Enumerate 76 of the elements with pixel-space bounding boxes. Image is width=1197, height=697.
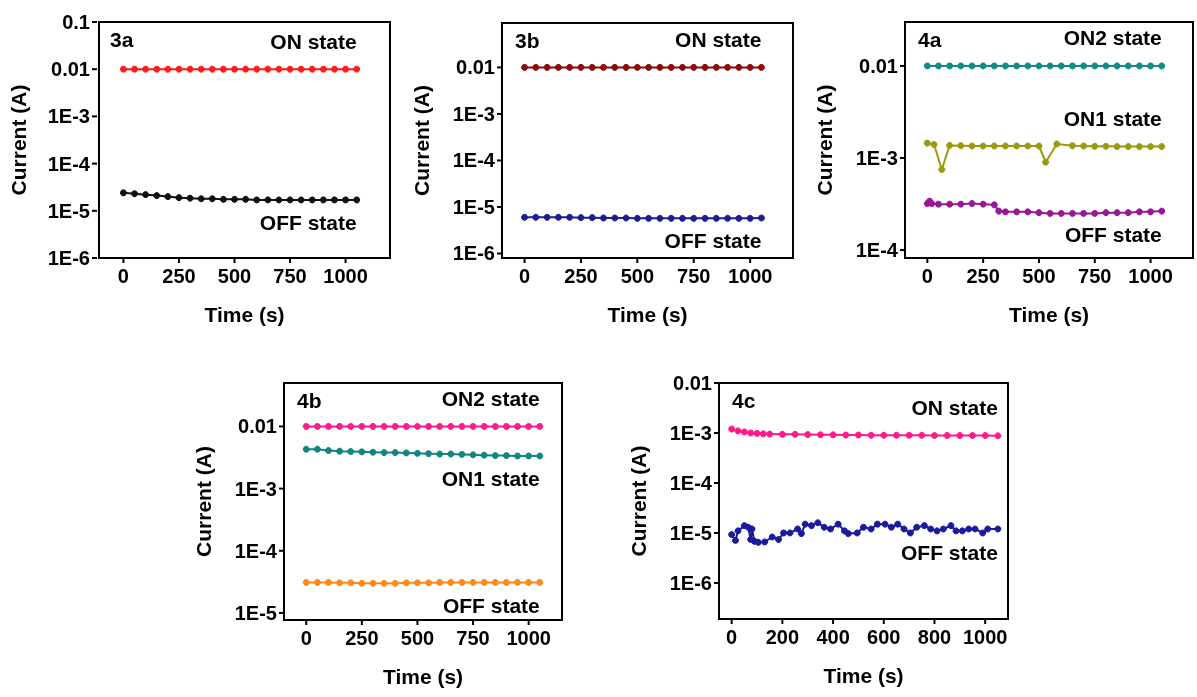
y-tick-label: 1E-3 bbox=[855, 147, 898, 169]
y-axis-title: Current (A) bbox=[410, 85, 433, 196]
y-tick-label: 1E-3 bbox=[669, 421, 712, 444]
x-tick-label: 200 bbox=[765, 626, 800, 648]
y-tick-label: 1E-5 bbox=[669, 521, 712, 544]
series-label: ON state bbox=[675, 27, 762, 51]
x-tick-label: 800 bbox=[917, 626, 952, 648]
y-tick-label: 1E-4 bbox=[47, 152, 91, 175]
series-label: ON state bbox=[911, 396, 998, 420]
y-tick-label: 1E-6 bbox=[47, 247, 90, 269]
series-label: ON state bbox=[270, 29, 357, 53]
chart-title: 3b bbox=[515, 29, 540, 52]
x-tick-label: 0 bbox=[300, 627, 312, 649]
x-axis-title: Time (s) bbox=[1008, 303, 1090, 326]
y-axis-title: Current (A) bbox=[813, 84, 836, 196]
y-tick-label: 1E-4 bbox=[669, 471, 713, 494]
x-tick-label: 0 bbox=[726, 626, 738, 648]
x-tick-label: 0 bbox=[519, 265, 531, 287]
series-label: ON1 state bbox=[441, 467, 540, 491]
x-tick-label: 250 bbox=[564, 265, 598, 287]
x-tick-label: 1000 bbox=[962, 626, 1008, 648]
series-label: OFF state bbox=[901, 540, 998, 564]
series-label: OFF state bbox=[664, 229, 762, 253]
series-label: OFF state bbox=[259, 211, 357, 235]
y-tick-label: 0.01 bbox=[673, 372, 712, 394]
x-axis-title: Time (s) bbox=[382, 665, 464, 688]
x-tick-label: 500 bbox=[400, 627, 435, 649]
y-tick-label: 1E-5 bbox=[47, 199, 90, 222]
chart-title: 3a bbox=[110, 28, 134, 51]
chart-title: 4a bbox=[918, 28, 942, 51]
y-tick-label: 0.1 bbox=[62, 11, 90, 33]
y-tick-label: 1E-3 bbox=[234, 477, 277, 500]
y-tick-label: 0.01 bbox=[51, 58, 90, 81]
x-tick-label: 1000 bbox=[727, 265, 773, 287]
x-tick-label: 600 bbox=[867, 626, 901, 648]
y-tick-label: 1E-5 bbox=[234, 601, 277, 624]
y-axis-title: Current (A) bbox=[7, 84, 30, 196]
x-tick-label: 750 bbox=[273, 265, 307, 287]
y-tick-label: 1E-5 bbox=[452, 195, 495, 218]
series-label: OFF state bbox=[1064, 222, 1162, 246]
x-tick-label: 0 bbox=[117, 265, 129, 287]
x-axis-title: Time (s) bbox=[607, 303, 688, 326]
y-axis-title: Current (A) bbox=[627, 445, 650, 557]
x-tick-label: 1000 bbox=[1128, 265, 1173, 287]
x-tick-label: 750 bbox=[677, 265, 711, 287]
y-tick-label: 1E-4 bbox=[234, 539, 278, 562]
y-tick-label: 1E-4 bbox=[855, 239, 899, 262]
chart-title: 4c bbox=[732, 389, 756, 412]
y-tick-label: 0.01 bbox=[456, 56, 495, 79]
y-tick-label: 0.01 bbox=[859, 54, 898, 77]
x-tick-label: 250 bbox=[345, 627, 379, 649]
x-tick-label: 500 bbox=[217, 265, 252, 287]
x-axis-title: Time (s) bbox=[823, 664, 904, 687]
x-tick-label: 250 bbox=[162, 265, 196, 287]
x-tick-label: 750 bbox=[456, 627, 490, 649]
series-label: ON2 state bbox=[1063, 26, 1162, 50]
series-label: ON1 state bbox=[1063, 107, 1162, 131]
x-tick-label: 1000 bbox=[506, 627, 551, 649]
series-label: OFF state bbox=[442, 593, 540, 617]
x-tick-label: 400 bbox=[816, 626, 850, 648]
y-tick-label: 1E-6 bbox=[669, 571, 712, 594]
x-axis-title: Time (s) bbox=[204, 303, 285, 326]
x-tick-label: 500 bbox=[1022, 265, 1056, 287]
y-tick-label: 0.01 bbox=[238, 415, 277, 438]
y-tick-label: 1E-6 bbox=[452, 242, 495, 265]
x-tick-label: 1000 bbox=[323, 265, 368, 287]
x-tick-label: 0 bbox=[921, 265, 933, 287]
y-tick-label: 1E-3 bbox=[452, 102, 495, 125]
x-tick-label: 500 bbox=[620, 265, 655, 287]
y-tick-label: 1E-4 bbox=[452, 149, 496, 172]
y-tick-label: 1E-3 bbox=[47, 105, 90, 128]
series-label: ON2 state bbox=[441, 386, 540, 410]
x-tick-label: 250 bbox=[966, 265, 1000, 287]
x-tick-label: 750 bbox=[1078, 265, 1112, 287]
chart-title: 4b bbox=[297, 389, 322, 412]
y-axis-title: Current (A) bbox=[192, 446, 215, 557]
